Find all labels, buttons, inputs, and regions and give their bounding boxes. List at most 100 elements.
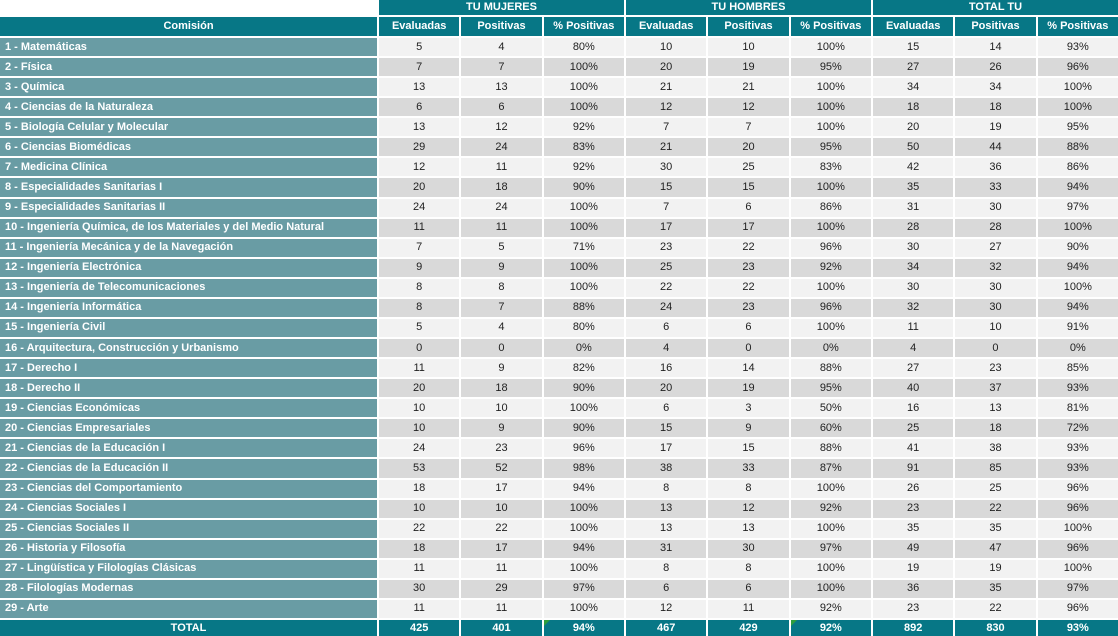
value-cell[interactable]: 53 (379, 459, 460, 478)
value-cell[interactable]: 35 (873, 178, 954, 197)
row-label-comision[interactable]: 4 - Ciencias de la Naturaleza (0, 98, 377, 117)
total-value-cell[interactable]: 425 (379, 620, 460, 636)
value-cell[interactable]: 16 (626, 359, 707, 378)
value-cell[interactable]: 44 (955, 138, 1036, 157)
value-cell[interactable]: 13 (708, 519, 789, 538)
value-cell[interactable]: 13 (626, 519, 707, 538)
value-cell[interactable]: 96% (790, 238, 871, 257)
value-cell[interactable]: 23 (708, 258, 789, 277)
value-cell[interactable]: 100% (790, 278, 871, 297)
row-label-comision[interactable]: 21 - Ciencias de la Educación I (0, 439, 377, 458)
value-cell[interactable]: 25 (708, 158, 789, 177)
value-cell[interactable]: 41 (873, 439, 954, 458)
value-cell[interactable]: 100% (543, 599, 624, 618)
value-cell[interactable]: 100% (790, 519, 871, 538)
value-cell[interactable]: 80% (543, 38, 624, 57)
value-cell[interactable]: 11 (379, 559, 460, 578)
value-cell[interactable]: 72% (1037, 419, 1118, 438)
value-cell[interactable]: 92% (790, 258, 871, 277)
value-cell[interactable]: 11 (461, 158, 542, 177)
value-cell[interactable]: 100% (1037, 519, 1118, 538)
value-cell[interactable]: 38 (626, 459, 707, 478)
value-cell[interactable]: 21 (626, 78, 707, 97)
value-cell[interactable]: 92% (543, 158, 624, 177)
value-cell[interactable]: 28 (955, 218, 1036, 237)
value-cell[interactable]: 13 (626, 499, 707, 518)
column-header-comision[interactable]: Comisión (0, 17, 377, 36)
value-cell[interactable]: 32 (873, 298, 954, 317)
value-cell[interactable]: 11 (379, 599, 460, 618)
value-cell[interactable]: 9 (379, 258, 460, 277)
total-row-label[interactable]: TOTAL (0, 620, 377, 636)
value-cell[interactable]: 85% (1037, 359, 1118, 378)
value-cell[interactable]: 21 (626, 138, 707, 157)
value-cell[interactable]: 7 (708, 118, 789, 137)
value-cell[interactable]: 86% (790, 198, 871, 217)
value-cell[interactable]: 11 (461, 559, 542, 578)
value-cell[interactable]: 18 (955, 98, 1036, 117)
row-label-comision[interactable]: 22 - Ciencias de la Educación II (0, 459, 377, 478)
value-cell[interactable]: 93% (1037, 379, 1118, 398)
value-cell[interactable]: 11 (461, 599, 542, 618)
column-header-evaluadas-0[interactable]: Evaluadas (379, 17, 460, 36)
value-cell[interactable]: 22 (955, 599, 1036, 618)
value-cell[interactable]: 30 (379, 579, 460, 598)
value-cell[interactable]: 23 (461, 439, 542, 458)
value-cell[interactable]: 100% (543, 78, 624, 97)
value-cell[interactable]: 35 (873, 519, 954, 538)
value-cell[interactable]: 96% (790, 298, 871, 317)
value-cell[interactable]: 7 (626, 118, 707, 137)
value-cell[interactable]: 25 (626, 258, 707, 277)
value-cell[interactable]: 12 (379, 158, 460, 177)
group-header-tu-hombres[interactable]: TU HOMBRES (626, 0, 871, 15)
value-cell[interactable]: 7 (626, 198, 707, 217)
value-cell[interactable]: 7 (461, 58, 542, 77)
value-cell[interactable]: 85 (955, 459, 1036, 478)
value-cell[interactable]: 8 (626, 479, 707, 498)
value-cell[interactable]: 30 (955, 278, 1036, 297)
row-label-comision[interactable]: 12 - Ingeniería Electrónica (0, 258, 377, 277)
value-cell[interactable]: 22 (379, 519, 460, 538)
value-cell[interactable]: 90% (543, 419, 624, 438)
value-cell[interactable]: 0 (708, 339, 789, 358)
value-cell[interactable]: 18 (873, 98, 954, 117)
value-cell[interactable]: 11 (873, 318, 954, 338)
value-cell[interactable]: 30 (873, 238, 954, 257)
value-cell[interactable]: 6 (626, 579, 707, 598)
value-cell[interactable]: 17 (708, 218, 789, 237)
value-cell[interactable]: 97% (1037, 579, 1118, 598)
value-cell[interactable]: 4 (461, 38, 542, 57)
value-cell[interactable]: 95% (790, 138, 871, 157)
value-cell[interactable]: 25 (873, 419, 954, 438)
value-cell[interactable]: 24 (461, 198, 542, 217)
column-header-positivas-8[interactable]: % Positivas (1037, 17, 1118, 36)
value-cell[interactable]: 28 (873, 218, 954, 237)
value-cell[interactable]: 96% (1037, 539, 1118, 558)
value-cell[interactable]: 17 (461, 539, 542, 558)
value-cell[interactable]: 96% (1037, 479, 1118, 498)
row-label-comision[interactable]: 8 - Especialidades Sanitarias I (0, 178, 377, 197)
value-cell[interactable]: 92% (790, 599, 871, 618)
value-cell[interactable]: 6 (626, 399, 707, 418)
value-cell[interactable]: 12 (461, 118, 542, 137)
value-cell[interactable]: 100% (790, 579, 871, 598)
value-cell[interactable]: 98% (543, 459, 624, 478)
value-cell[interactable]: 6 (379, 98, 460, 117)
value-cell[interactable]: 23 (626, 238, 707, 257)
value-cell[interactable]: 31 (873, 198, 954, 217)
value-cell[interactable]: 15 (708, 178, 789, 197)
value-cell[interactable]: 12 (626, 98, 707, 117)
value-cell[interactable]: 11 (461, 218, 542, 237)
value-cell[interactable]: 100% (1037, 278, 1118, 297)
value-cell[interactable]: 15 (626, 178, 707, 197)
value-cell[interactable]: 0% (1037, 339, 1118, 358)
value-cell[interactable]: 36 (873, 579, 954, 598)
value-cell[interactable]: 27 (873, 58, 954, 77)
value-cell[interactable]: 81% (1037, 399, 1118, 418)
value-cell[interactable]: 33 (708, 459, 789, 478)
value-cell[interactable]: 12 (708, 98, 789, 117)
value-cell[interactable]: 19 (708, 379, 789, 398)
value-cell[interactable]: 88% (790, 359, 871, 378)
row-label-comision[interactable]: 7 - Medicina Clínica (0, 158, 377, 177)
value-cell[interactable]: 90% (543, 379, 624, 398)
